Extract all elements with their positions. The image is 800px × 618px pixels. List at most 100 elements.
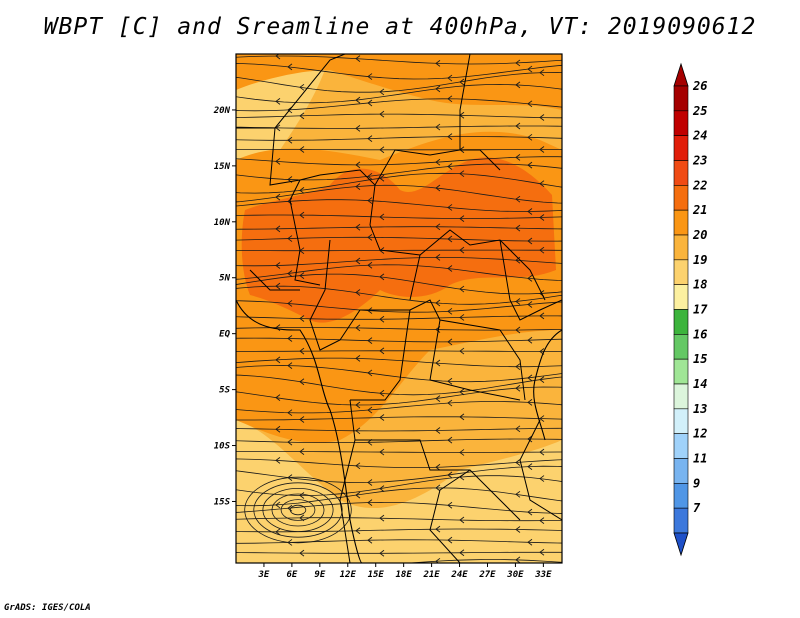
lon-tick-label: 18E [396, 570, 413, 580]
streamlines [236, 54, 562, 571]
streamline-arrow [435, 463, 441, 471]
streamline-arrow [367, 337, 373, 345]
streamline-arrow [367, 479, 373, 486]
streamline-arrow [447, 377, 453, 385]
lat-tick-label: EQ [219, 330, 230, 340]
lon-tick-label: 6E [286, 570, 297, 580]
streamline-arrow [515, 298, 521, 305]
streamline-arrow [539, 548, 545, 556]
country-border [350, 309, 411, 401]
colorbar-swatch [673, 309, 689, 335]
streamline-arrow [515, 326, 521, 334]
streamline [236, 136, 562, 141]
streamline-arrow [515, 81, 521, 89]
colorbar-swatch [673, 85, 689, 112]
streamline [236, 438, 562, 443]
streamline-arrow [447, 436, 453, 444]
lat-tick-label: 10N [214, 218, 231, 228]
colorbar-bottom-arrow [673, 532, 689, 557]
streamline-arrow [275, 262, 281, 269]
streamline [236, 386, 562, 406]
streamline-arrow [459, 449, 465, 456]
streamline-arrow [379, 315, 385, 323]
streamline [236, 427, 562, 432]
streamline [236, 327, 562, 331]
streamline-arrow [299, 112, 305, 120]
streamline-arrow [276, 565, 280, 571]
streamline-arrow [459, 516, 465, 524]
streamline-arrow [435, 427, 441, 434]
streamline [236, 315, 562, 320]
latitude-axis: 20N 15N 10N 5N EQ 5S 10S 15S [213, 106, 236, 507]
lon-tick-label: 30E [506, 570, 524, 580]
streamline [236, 55, 562, 65]
chart-title: WBPT [C] and Sreamline at 400hPa, VT: 20… [43, 14, 757, 40]
streamline-arrow [379, 389, 385, 397]
country-border [236, 54, 346, 129]
country-border [269, 127, 321, 186]
streamline-arrow [459, 285, 465, 293]
colorbar-label: 18 [693, 278, 707, 292]
streamline-arrow [435, 158, 441, 166]
streamline-arrow [539, 475, 545, 482]
streamline-arrow [435, 359, 441, 367]
streamline-arrow [367, 499, 373, 506]
streamline [236, 163, 562, 181]
colorbar-label: 12 [693, 427, 707, 441]
streamline-arrow [355, 427, 361, 435]
streamline-arrow [287, 136, 293, 144]
streamline-arrow [299, 448, 305, 455]
streamline-arrow [515, 59, 521, 67]
streamline [236, 156, 562, 166]
streamline [236, 475, 562, 496]
streamline [236, 256, 562, 267]
streamline-arrow [527, 374, 533, 382]
streamline [236, 501, 562, 514]
streamline-arrow [527, 435, 533, 443]
coastline [236, 299, 363, 563]
streamline [236, 63, 562, 80]
colorbar-swatch [673, 284, 689, 310]
colorbar-label: 17 [693, 303, 708, 317]
streamline [236, 249, 562, 252]
colorbar-label: 26 [692, 79, 707, 93]
streamline-arrow [367, 233, 373, 241]
streamline-arrow [275, 225, 281, 233]
lat-tick-label: 20N [213, 106, 231, 116]
colorbar-label: 15 [693, 352, 707, 366]
streamline-arrow [447, 95, 453, 103]
lon-tick-label: 15E [368, 570, 385, 580]
streamline-arrow [435, 184, 441, 192]
streamline-arrow [447, 536, 453, 544]
colorbar-label: 19 [693, 253, 707, 267]
streamline [236, 264, 562, 281]
streamline-arrow [299, 416, 305, 423]
map-panel [236, 54, 562, 563]
streamline-arrow [527, 538, 533, 546]
colorbar-swatch [673, 334, 689, 360]
wbpt-region-19 [236, 420, 562, 563]
streamline-arrow [379, 213, 385, 221]
streamline [236, 226, 562, 230]
colorbar-label: 21 [692, 203, 707, 217]
colorbar-swatch [673, 234, 689, 261]
streamline-arrow [527, 100, 533, 108]
streamline-arrow [435, 484, 441, 492]
colorbar-label: 25 [692, 104, 707, 118]
streamline-arrow [287, 504, 293, 512]
wbpt-region-21 [236, 54, 562, 110]
streamline-arrow [527, 399, 533, 406]
streamline-arrow [447, 235, 453, 243]
streamline-arrow [527, 301, 533, 308]
streamline-arrow [299, 315, 305, 322]
country-border [374, 54, 471, 186]
colorbar-label: 20 [692, 228, 707, 242]
streamline-arrow [515, 526, 521, 533]
country-border [339, 439, 356, 563]
streamline-arrow [447, 338, 453, 346]
country-borders [236, 54, 562, 563]
streamline-arrow [539, 246, 545, 254]
streamline-arrow [367, 406, 373, 414]
streamline-arrow [515, 384, 521, 392]
streamline-arrow [379, 347, 385, 355]
